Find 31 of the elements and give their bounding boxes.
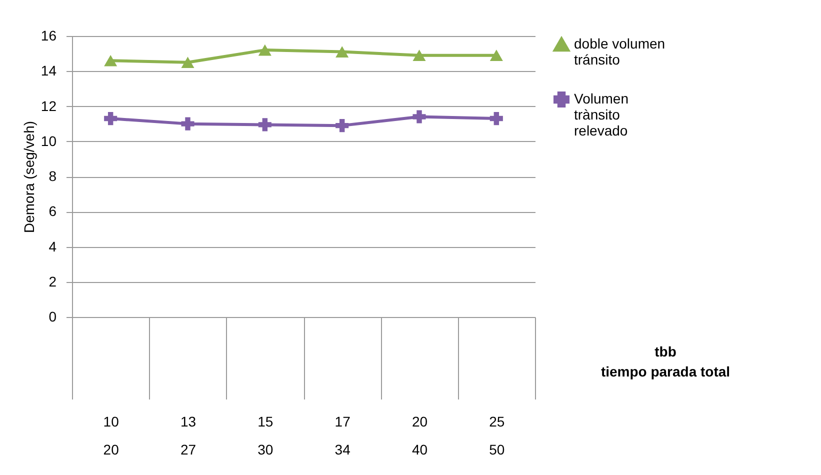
y-tick-label: 8 — [48, 168, 57, 184]
y-tick-label: 2 — [48, 273, 57, 290]
point — [258, 118, 272, 132]
x-tick-label: 20 40 — [412, 414, 428, 458]
point — [104, 112, 118, 126]
point — [336, 46, 349, 58]
y-tick-label: 4 — [48, 238, 57, 254]
point — [258, 44, 272, 56]
x-axis-title: tbb tiempo parada total — [600, 344, 730, 380]
legend-label: Volumen trànsito relevado — [574, 90, 628, 138]
x-tick-label: 17 34 — [334, 414, 351, 458]
point — [412, 110, 426, 124]
x-tick-label: 10 20 — [103, 414, 120, 458]
y-axis-title: Demora (seg/veh) — [20, 120, 37, 234]
y-tick-label: 16 — [40, 28, 57, 44]
y-tick-label: 12 — [40, 98, 57, 114]
point — [181, 117, 194, 130]
y-tick-label: 0 — [48, 308, 57, 324]
legend-label: doble volumen tránsito — [574, 36, 666, 68]
point — [412, 50, 426, 61]
y-tick-label: 14 — [40, 62, 57, 79]
x-tick-label: 15 30 — [258, 414, 274, 458]
x-tick-label: 13 27 — [180, 414, 196, 458]
point — [490, 50, 503, 61]
point — [336, 119, 349, 132]
y-tick-label: 10 — [40, 132, 57, 149]
point — [181, 56, 194, 68]
y-tick-label: 6 — [48, 203, 57, 220]
point — [490, 112, 503, 126]
point — [104, 54, 118, 66]
x-tick-label: 25 50 — [489, 414, 505, 458]
